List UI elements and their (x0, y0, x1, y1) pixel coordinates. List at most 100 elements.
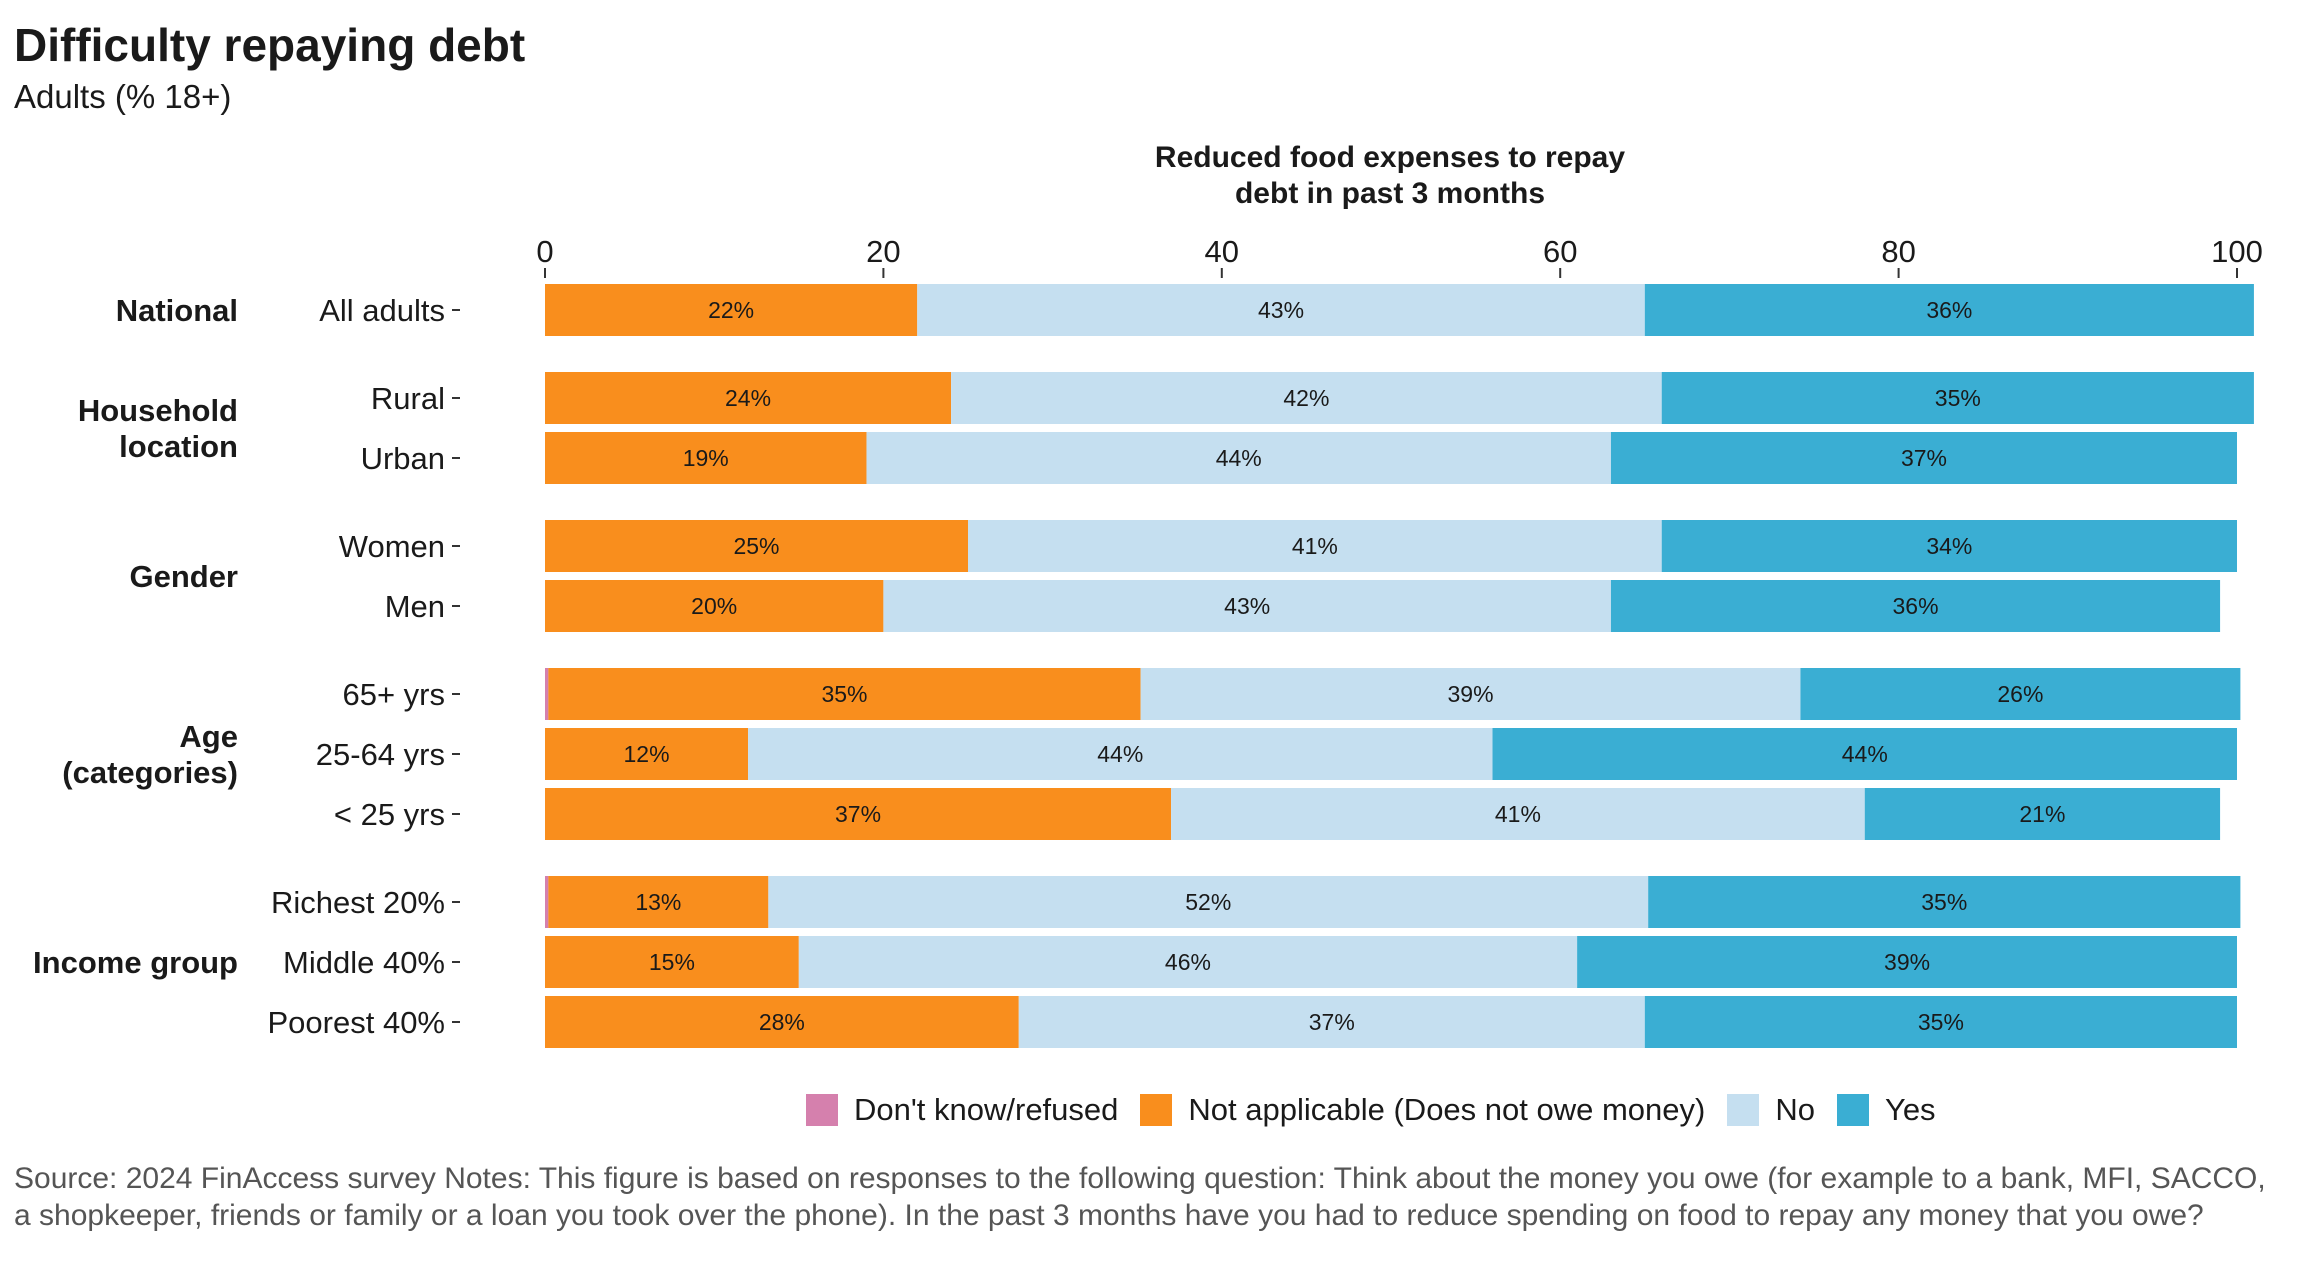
bar-segment-richest-20-don-t-know-refused (545, 876, 549, 928)
bar-segment-25-yrs-no (1171, 788, 1865, 840)
row-label-middle-40: Middle 40% (283, 945, 445, 980)
bar-segment-women-no (968, 520, 1662, 572)
bar-segment-25-64-yrs-no (748, 728, 1493, 780)
group-label-age-categories-line-2: (categories) (62, 755, 238, 790)
legend-label-yes: Yes (1884, 1092, 1936, 1127)
row-label-25-yrs: < 25 yrs (334, 797, 445, 832)
source-note: Source: 2024 FinAccess survey Notes: Thi… (14, 1162, 2266, 1232)
data-label-all-adults-no: 43% (1258, 297, 1304, 323)
data-label-urban-yes: 37% (1901, 445, 1947, 471)
group-label-national: National (116, 293, 238, 328)
x-tick-label-80: 80 (1881, 234, 1915, 269)
legend-label-dont-know: Don't know/refused (854, 1092, 1119, 1127)
bar-segment-middle-40-not-applicable-does-not-owe-money (545, 936, 799, 988)
legend-item-yes: Yes (1836, 1092, 1936, 1128)
bar-segment-rural-not-applicable-does-not-owe-money (545, 372, 952, 424)
data-label-25-yrs-no: 41% (1495, 801, 1541, 827)
data-label-all-adults-yes: 36% (1926, 297, 1972, 323)
data-label-rural-not-applicable-does-not-owe-money: 24% (725, 385, 771, 411)
data-label-middle-40-no: 46% (1165, 949, 1211, 975)
bar-segment-men-yes (1610, 580, 2221, 632)
legend-swatch-no (1727, 1094, 1760, 1126)
row-label-men: Men (385, 589, 445, 624)
bar-segment-men-no (883, 580, 1611, 632)
legend-item-not-applicable: Not applicable (Does not owe money) (1140, 1092, 1705, 1128)
group-label-age-categories-line-1: Age (179, 719, 238, 754)
data-label-25-yrs-yes: 21% (2019, 801, 2065, 827)
row-label-rural: Rural (371, 381, 445, 416)
legend-swatch-yes (1836, 1094, 1869, 1126)
data-label-urban-no: 44% (1216, 445, 1262, 471)
bar-segment-poorest-40-no (1018, 996, 1645, 1048)
row-label-richest-20: Richest 20% (271, 885, 445, 920)
data-label-men-no: 43% (1224, 593, 1270, 619)
bar-segment-women-yes (1661, 520, 2237, 572)
data-label-poorest-40-yes: 35% (1918, 1009, 1964, 1035)
bar-segment-urban-yes (1610, 432, 2237, 484)
data-label-65-yrs-yes: 26% (1997, 681, 2043, 707)
legend-item-dont-know: Don't know/refused (806, 1092, 1118, 1128)
x-tick-label-40: 40 (1205, 234, 1239, 269)
row-label-urban: Urban (361, 441, 445, 476)
bar-segment-25-yrs-not-applicable-does-not-owe-money (545, 788, 1172, 840)
bar-segment-middle-40-no (798, 936, 1578, 988)
data-label-25-64-yrs-not-applicable-does-not-owe-money: 12% (623, 741, 669, 767)
group-label-household-location-line-1: Household (78, 393, 238, 428)
bar-segment-richest-20-yes (1648, 876, 2241, 928)
bar-segment-poorest-40-yes (1644, 996, 2237, 1048)
data-label-rural-no: 42% (1283, 385, 1329, 411)
bar-segment-men-not-applicable-does-not-owe-money (545, 580, 884, 632)
legend: Don't know/refused Not applicable (Does … (806, 1092, 1958, 1128)
chart-subtitle: Adults (% 18+) (14, 78, 232, 115)
data-label-poorest-40-no: 37% (1309, 1009, 1355, 1035)
bar-segment-poorest-40-not-applicable-does-not-owe-money (545, 996, 1019, 1048)
row-label-poorest-40: Poorest 40% (268, 1005, 446, 1040)
x-tick-label-0: 0 (536, 234, 553, 269)
group-label-gender: Gender (129, 559, 238, 594)
bar-segment-all-adults-not-applicable-does-not-owe-money (545, 284, 918, 336)
data-label-women-yes: 34% (1926, 533, 1972, 559)
bar-segment-all-adults-yes (1644, 284, 2254, 336)
data-label-richest-20-no: 52% (1185, 889, 1231, 915)
bar-segment-richest-20-not-applicable-does-not-owe-money (548, 876, 769, 928)
legend-label-no: No (1775, 1092, 1815, 1127)
data-label-25-64-yrs-yes: 44% (1842, 741, 1888, 767)
group-label-household-location-line-2: location (119, 429, 238, 464)
bar-segment-65-yrs-don-t-know-refused (545, 668, 549, 720)
data-label-25-64-yrs-no: 44% (1097, 741, 1143, 767)
bar-segment-richest-20-no (768, 876, 1649, 928)
bar-segment-middle-40-yes (1577, 936, 2237, 988)
data-label-men-yes: 36% (1892, 593, 1938, 619)
data-label-middle-40-not-applicable-does-not-owe-money: 15% (649, 949, 695, 975)
legend-item-no: No (1727, 1092, 1815, 1128)
legend-swatch-not-applicable (1140, 1094, 1173, 1126)
data-label-women-no: 41% (1292, 533, 1338, 559)
row-label-25-64-yrs: 25-64 yrs (316, 737, 445, 772)
x-tick-label-20: 20 (866, 234, 900, 269)
data-label-25-yrs-not-applicable-does-not-owe-money: 37% (835, 801, 881, 827)
bar-segment-urban-no (866, 432, 1611, 484)
data-label-richest-20-not-applicable-does-not-owe-money: 13% (635, 889, 681, 915)
data-label-richest-20-yes: 35% (1921, 889, 1967, 915)
data-label-men-not-applicable-does-not-owe-money: 20% (691, 593, 737, 619)
x-tick-label-60: 60 (1543, 234, 1577, 269)
data-label-65-yrs-not-applicable-does-not-owe-money: 35% (821, 681, 867, 707)
stacked-bar-chart: 0 20 40 60 80 100 All adults 22% 43% 36% National R… (33, 234, 2263, 1048)
row-label-65-yrs: 65+ yrs (342, 677, 445, 712)
bar-segment-65-yrs-no (1140, 668, 1801, 720)
bar-segment-65-yrs-yes (1800, 668, 2241, 720)
bar-segment-urban-not-applicable-does-not-owe-money (545, 432, 867, 484)
chart-title: Difficulty repaying debt (14, 19, 526, 71)
bar-segment-25-yrs-yes (1864, 788, 2221, 840)
data-label-poorest-40-not-applicable-does-not-owe-money: 28% (759, 1009, 805, 1035)
group-label-income-group: Income group (33, 945, 238, 980)
bar-segment-women-not-applicable-does-not-owe-money (545, 520, 968, 572)
x-tick-label-100: 100 (2211, 234, 2263, 269)
data-label-65-yrs-no: 39% (1448, 681, 1494, 707)
data-label-all-adults-not-applicable-does-not-owe-money: 22% (708, 297, 754, 323)
bar-segment-all-adults-no (917, 284, 1645, 336)
bar-segment-rural-yes (1661, 372, 2254, 424)
data-label-women-not-applicable-does-not-owe-money: 25% (733, 533, 779, 559)
bar-segment-25-64-yrs-yes (1492, 728, 2237, 780)
data-label-middle-40-yes: 39% (1884, 949, 1930, 975)
